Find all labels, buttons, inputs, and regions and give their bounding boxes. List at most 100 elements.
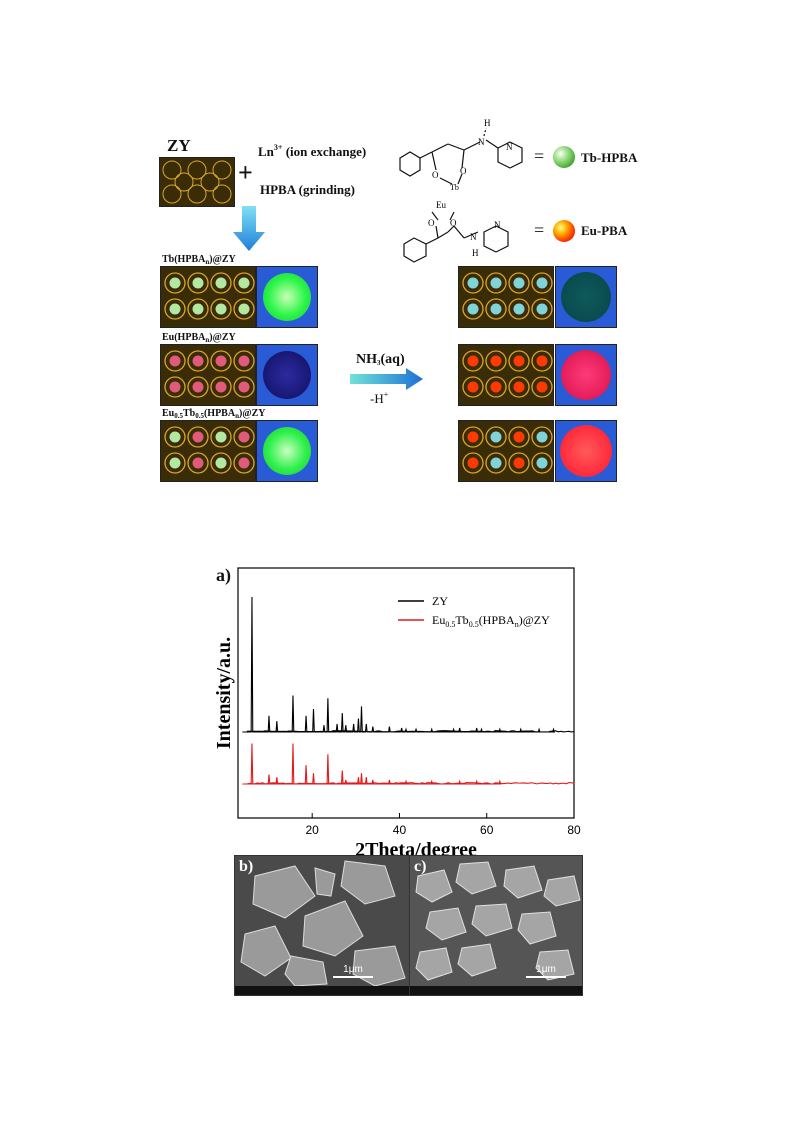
eutb-pba-zy-powder — [560, 425, 612, 477]
sem-b-texture — [235, 856, 409, 987]
guest-complex-dot — [513, 303, 525, 315]
legend-label-eutb: Eu0.5Tb0.5(HPBAn)@ZY — [432, 613, 550, 629]
equals-sign-eu: = — [534, 220, 545, 240]
minus-h-pre: -H — [370, 391, 384, 406]
row3-label-eu: Eu — [162, 408, 175, 419]
row3-label: Eu0.5Tb0.5(HPBAn)@ZY — [162, 408, 266, 420]
guest-complex-dot — [192, 303, 204, 315]
mol-n-pyridine: N — [506, 142, 513, 152]
eu-hpba-zy-framework — [160, 344, 256, 406]
zeolite-cage — [485, 298, 507, 320]
guest-complex-dot — [513, 277, 525, 289]
zeolite-cage — [164, 452, 186, 474]
plot-frame — [237, 567, 575, 819]
xrd-chart: 20 40 60 802Theta/degreeIntensity/a.u.ZYEu0… — [213, 567, 581, 860]
zeolite-cage — [531, 298, 553, 320]
guest-complex-dot — [536, 355, 548, 367]
zeolite-cage — [462, 452, 484, 474]
zeolite-cage — [462, 426, 484, 448]
guest-complex-dot — [238, 431, 250, 443]
sem-c-texture — [410, 856, 582, 986]
zeolite-cage — [485, 426, 507, 448]
guest-complex-dot — [192, 381, 204, 393]
eutb-hpba-zy-photo — [256, 420, 318, 482]
zeolite-cage — [508, 426, 530, 448]
tb-pba-zy-photo — [555, 266, 617, 328]
mol-h-eu: H — [472, 248, 479, 258]
zeolite-cage — [233, 452, 255, 474]
legend-label-part: )@ZY — [519, 613, 550, 627]
row3-label-hpba: (HPBA — [203, 408, 236, 419]
right-arrow-icon — [350, 368, 423, 390]
mol-o2-eu: O — [450, 218, 457, 228]
tb-hpba-structure: H N N O O Tb — [399, 118, 523, 192]
zeolite-cage — [485, 350, 507, 372]
guest-complex-dot — [238, 355, 250, 367]
mol-eu: Eu — [436, 200, 446, 210]
row2-label-pre: Eu(HPBA — [162, 332, 206, 343]
panel-c-label: c) — [414, 858, 427, 875]
row2-label: Eu(HPBAn)@ZY — [162, 332, 236, 344]
zeolite-cage — [531, 350, 553, 372]
mol-h: H — [484, 118, 491, 128]
zeolite-cage — [233, 350, 255, 372]
tb-hpba-sphere-icon — [553, 146, 575, 168]
eu-pba-sphere-icon — [553, 220, 575, 242]
equals-sign-tb: = — [534, 146, 545, 166]
row1-label: Tb(HPBAn)@ZY — [162, 254, 236, 266]
guest-complex-dot — [215, 355, 227, 367]
zeolite-cage — [462, 272, 484, 294]
guest-complex-dot — [215, 457, 227, 469]
legend-label-part: (HPBA — [479, 613, 515, 627]
ion-exchange-text: (ion exchange) — [282, 144, 367, 159]
xrd-series-line — [242, 743, 575, 785]
sem-c-scalebar: 1μm — [526, 964, 566, 978]
zeolite-cage — [210, 426, 232, 448]
zeolite-cage — [485, 376, 507, 398]
guest-complex-dot — [238, 277, 250, 289]
sem-b-scale-line — [333, 976, 373, 978]
tb-hpba-zy-photo — [256, 266, 318, 328]
zeolite-cage — [187, 272, 209, 294]
down-arrow-icon — [233, 206, 265, 251]
x-tick-label: 20 — [306, 823, 320, 837]
nh3-sub: 3 — [377, 359, 381, 367]
guest-complex-dot — [169, 277, 181, 289]
zeolite-cage — [210, 350, 232, 372]
eu-pba-structure: Eu O O N N H — [403, 200, 509, 263]
mol-o2: O — [460, 166, 467, 176]
zeolite-cage — [531, 272, 553, 294]
zeolite-cage — [462, 298, 484, 320]
guest-complex-dot — [238, 303, 250, 315]
x-tick-label: 40 — [393, 823, 407, 837]
zeolite-cage — [164, 376, 186, 398]
zeolite-cage — [462, 376, 484, 398]
guest-complex-dot — [513, 457, 525, 469]
nh3-post: (aq) — [380, 352, 405, 367]
guest-complex-dot — [192, 277, 204, 289]
legend-label-part: n — [515, 620, 519, 629]
guest-complex-dot — [467, 355, 479, 367]
sem-c-scale-line — [526, 976, 566, 978]
guest-complex-dot — [536, 303, 548, 315]
ln-charge: 3+ — [273, 143, 283, 152]
mol-o1-eu: O — [428, 218, 435, 228]
zeolite-cage — [187, 350, 209, 372]
hpba-grinding-text: HPBA (grinding) — [260, 182, 355, 197]
guest-complex-dot — [169, 381, 181, 393]
legend-label-part: 0.5 — [445, 620, 455, 629]
zeolite-cage — [164, 426, 186, 448]
guest-complex-dot — [238, 457, 250, 469]
guest-complex-dot — [215, 381, 227, 393]
guest-complex-dot — [536, 277, 548, 289]
sem-image-c: 1μm c) — [409, 855, 583, 996]
eu-pba-zy-powder — [561, 350, 611, 400]
zeolite-cage — [233, 426, 255, 448]
guest-complex-dot — [169, 457, 181, 469]
eu-pba-zy-framework — [458, 344, 554, 406]
plus-sign: + — [238, 158, 253, 187]
zeolite-cage — [531, 426, 553, 448]
guest-complex-dot — [513, 431, 525, 443]
row1-label-post: )@ZY — [209, 254, 236, 265]
zeolite-cage — [210, 298, 232, 320]
